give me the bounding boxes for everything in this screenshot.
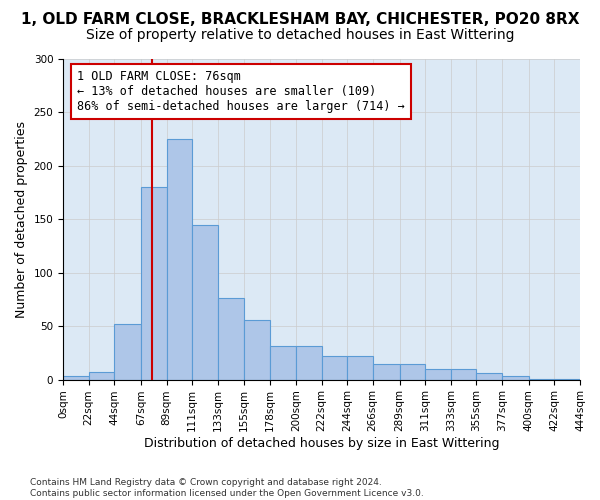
Bar: [322, 356, 347, 380]
Bar: [218, 298, 244, 380]
Y-axis label: Number of detached properties: Number of detached properties: [15, 121, 28, 318]
Bar: [141, 187, 167, 380]
Bar: [89, 372, 114, 380]
Bar: [373, 364, 400, 380]
Bar: [244, 320, 270, 380]
X-axis label: Distribution of detached houses by size in East Wittering: Distribution of detached houses by size …: [144, 437, 499, 450]
Bar: [167, 139, 192, 380]
Bar: [529, 378, 554, 380]
Bar: [296, 346, 322, 380]
Bar: [63, 376, 89, 380]
Bar: [502, 376, 529, 380]
Bar: [476, 373, 502, 380]
Bar: [347, 356, 373, 380]
Text: Contains HM Land Registry data © Crown copyright and database right 2024.
Contai: Contains HM Land Registry data © Crown c…: [30, 478, 424, 498]
Bar: [425, 369, 451, 380]
Bar: [114, 324, 141, 380]
Bar: [554, 378, 580, 380]
Bar: [400, 364, 425, 380]
Bar: [192, 224, 218, 380]
Bar: [451, 369, 476, 380]
Text: 1, OLD FARM CLOSE, BRACKLESHAM BAY, CHICHESTER, PO20 8RX: 1, OLD FARM CLOSE, BRACKLESHAM BAY, CHIC…: [21, 12, 579, 28]
Text: 1 OLD FARM CLOSE: 76sqm
← 13% of detached houses are smaller (109)
86% of semi-d: 1 OLD FARM CLOSE: 76sqm ← 13% of detache…: [77, 70, 405, 112]
Bar: [270, 346, 296, 380]
Text: Size of property relative to detached houses in East Wittering: Size of property relative to detached ho…: [86, 28, 514, 42]
